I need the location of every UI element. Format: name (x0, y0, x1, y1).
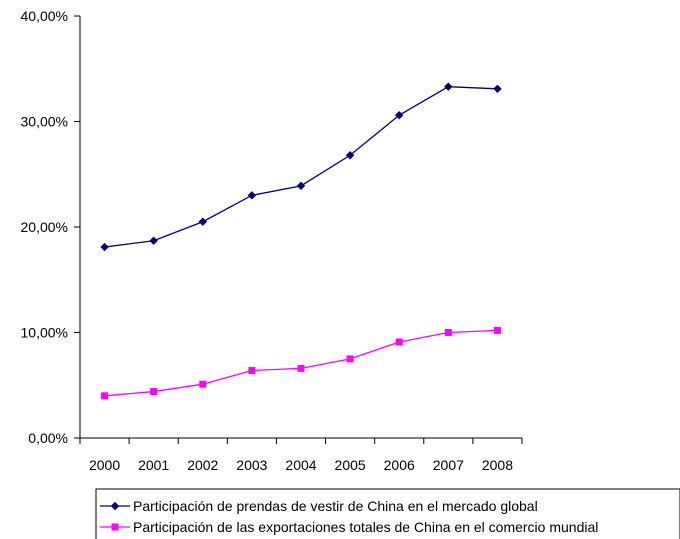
series-1 (101, 83, 501, 250)
legend-item: Participación de prendas de vestir de Ch… (100, 498, 538, 514)
legend-item: Participación de las exportaciones total… (100, 519, 598, 535)
x-tick-label: 2007 (433, 457, 464, 473)
data-point (494, 85, 501, 92)
data-point (101, 244, 108, 251)
x-tick-label: 2003 (236, 457, 267, 473)
legend-label: Participación de prendas de vestir de Ch… (133, 498, 538, 514)
x-tick-label: 2006 (384, 457, 415, 473)
data-point (200, 381, 206, 387)
y-tick-label: 10,00% (21, 325, 68, 341)
data-point (199, 218, 206, 225)
y-tick-label: 0,00% (28, 430, 68, 446)
legend-label: Participación de las exportaciones total… (133, 519, 598, 535)
series-layer (101, 83, 501, 399)
data-point (396, 339, 402, 345)
y-tick-label: 40,00% (21, 8, 68, 24)
data-point (494, 327, 500, 333)
data-point (248, 192, 255, 199)
x-tick-label: 2000 (89, 457, 120, 473)
data-point (445, 330, 451, 336)
x-tick-label: 2002 (187, 457, 218, 473)
data-point (298, 365, 304, 371)
x-tick-label: 2005 (335, 457, 366, 473)
series-line (105, 87, 498, 247)
y-tick-label: 30,00% (21, 114, 68, 130)
legend: Participación de prendas de vestir de Ch… (96, 489, 680, 539)
series-line (105, 330, 498, 395)
data-point (150, 237, 157, 244)
data-point (102, 393, 108, 399)
axes (80, 16, 522, 438)
x-axis-ticks: 2000 2001 2002 2003 2004 2005 2006 2007 2008 (80, 438, 522, 473)
data-point (347, 356, 353, 362)
series-2 (102, 327, 501, 398)
legend-marker (112, 524, 118, 530)
data-point (445, 83, 452, 90)
y-axis-ticks: 0,00% 10,00% 20,00% 30,00% 40,00% (21, 8, 80, 446)
x-tick-label: 2001 (138, 457, 169, 473)
x-tick-label: 2004 (285, 457, 316, 473)
data-point (298, 182, 305, 189)
x-tick-label: 2008 (482, 457, 513, 473)
data-point (249, 367, 255, 373)
y-tick-label: 20,00% (21, 219, 68, 235)
data-point (151, 389, 157, 395)
